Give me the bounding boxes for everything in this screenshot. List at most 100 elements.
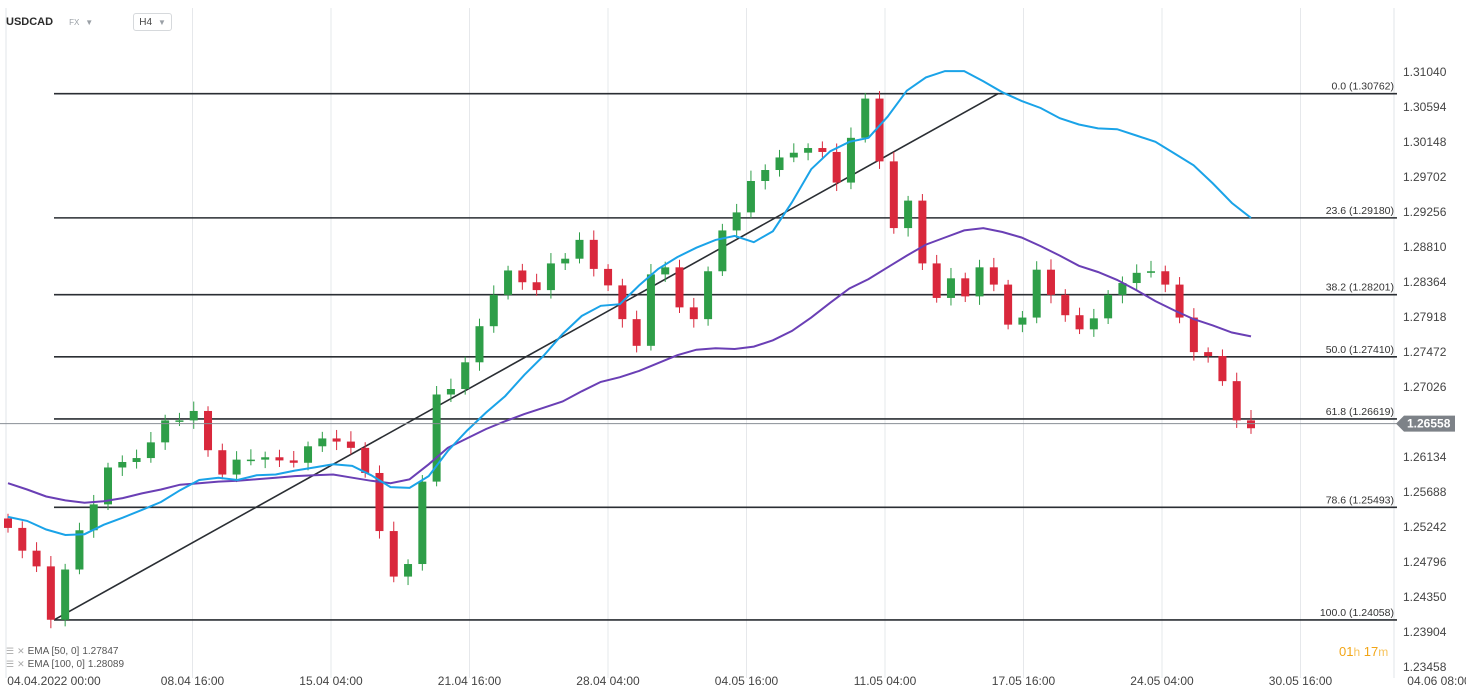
price-tick-label: 1.23904 [1403,625,1447,639]
ema50-line [7,70,1252,537]
market-dropdown-icon[interactable]: ▼ [85,17,94,27]
candle-body [1032,269,1041,318]
candle-body [875,98,884,162]
candle-body [675,267,684,308]
settings-icon[interactable]: ☰ [6,659,15,669]
candle-body [61,569,70,620]
candle-body [304,446,313,463]
candle-body [904,200,913,229]
candle-body [1247,420,1255,429]
candle-body [589,239,598,269]
fib-level-label: 78.6 (1.25493) [1326,494,1394,506]
time-tick-label: 28.04 04:00 [576,674,640,688]
time-tick-label: 24.05 04:00 [1130,674,1194,688]
candle-body [918,200,927,264]
time-tick-label: 11.05 04:00 [854,674,917,688]
price-tick-label: 1.27026 [1403,380,1447,394]
market-label: FX [69,17,80,27]
candle-body [975,267,984,297]
price-tick-label: 1.28810 [1403,240,1447,254]
candle-body [361,447,370,473]
candle-body [561,258,570,264]
chevron-down-icon: ▼ [158,17,166,27]
fib-level-label: 100.0 (1.24058) [1320,607,1394,619]
candle-body [175,420,184,422]
candle-body [75,530,84,570]
candle-body [275,457,284,461]
fib-level-label: 61.8 (1.26619) [1326,406,1394,418]
candle-body [804,148,813,153]
candle-body [718,230,727,272]
price-tick-label: 1.25688 [1403,485,1447,499]
candle-body [604,268,613,286]
fib-level-label: 0.0 (1.30762) [1332,81,1394,93]
candle-body [1204,352,1213,357]
price-tick-label: 1.27472 [1403,345,1447,359]
timeframe-value: H4 [139,16,153,28]
candle-countdown: 01h 17m [1339,644,1388,659]
ema100-line [7,227,1252,504]
candle-body [704,271,713,320]
legend-row-ema100[interactable]: ☰ ✕ EMA [100, 0] 1.28089 [6,658,124,671]
candle-body [575,239,584,259]
price-tick-label: 1.29702 [1403,170,1447,184]
price-tick-label: 1.26134 [1403,450,1447,464]
candle-body [1004,284,1013,325]
price-tick-label: 1.27918 [1403,310,1447,324]
ema100-value: 1.28089 [87,659,125,670]
legend-row-ema50[interactable]: ☰ ✕ EMA [50, 0] 1.27847 [6,645,124,658]
close-icon[interactable]: ✕ [17,659,25,669]
candle-body [204,410,213,451]
candle-body [346,441,355,448]
price-tick-label: 1.24796 [1403,555,1447,569]
candle-body [818,148,827,152]
candle-body [389,531,398,577]
candle-body [46,566,55,620]
fib-level-label: 23.6 (1.29180) [1326,205,1394,217]
candle-body [1146,271,1155,273]
candle-body [1075,315,1084,330]
candle-body [732,212,741,231]
indicator-legend: ☰ ✕ EMA [50, 0] 1.27847 ☰ ✕ EMA [100, 0]… [6,645,124,671]
candle-body [1104,294,1113,319]
candle-body [1161,271,1170,285]
time-tick-label: 21.04 16:00 [438,674,502,688]
candle-body [504,270,513,295]
timeframe-select[interactable]: H4 ▼ [133,13,172,31]
price-tick-label: 1.29256 [1403,205,1447,219]
ema50-label: EMA [50, 0] [27,646,80,657]
close-icon[interactable]: ✕ [17,646,25,656]
symbol-label: USDCAD [6,16,54,28]
candle-body [518,270,527,283]
candle-body [961,278,970,297]
candle-body [404,564,413,577]
candle-body [846,137,855,183]
current-price-tag [1396,415,1455,432]
candle-body [89,504,98,531]
candle-body [218,450,227,475]
candle-body [146,442,155,459]
candle-body [161,420,170,443]
candle-body [789,152,798,158]
time-tick-label: 04.04.2022 00:00 [7,674,101,688]
candle-body [475,326,484,363]
candle-body [1018,317,1027,325]
price-tick-label: 1.23458 [1403,660,1447,674]
candle-body [1046,269,1055,295]
candle-body [4,518,12,528]
time-tick-label: 04.06 08:00 [1407,674,1466,688]
price-tick-label: 1.25242 [1403,520,1447,534]
ema100-label: EMA [100, 0] [27,659,85,670]
settings-icon[interactable]: ☰ [6,646,15,656]
candle-body [446,388,455,395]
fib-level-label: 38.2 (1.28201) [1326,282,1394,294]
candle-body [889,161,898,229]
candle-body [1232,381,1241,421]
timer-hours: 01 [1339,644,1354,659]
candle-body [32,550,41,567]
candle-body [432,394,441,482]
candle-body [261,457,270,460]
candle-body [1089,318,1098,330]
